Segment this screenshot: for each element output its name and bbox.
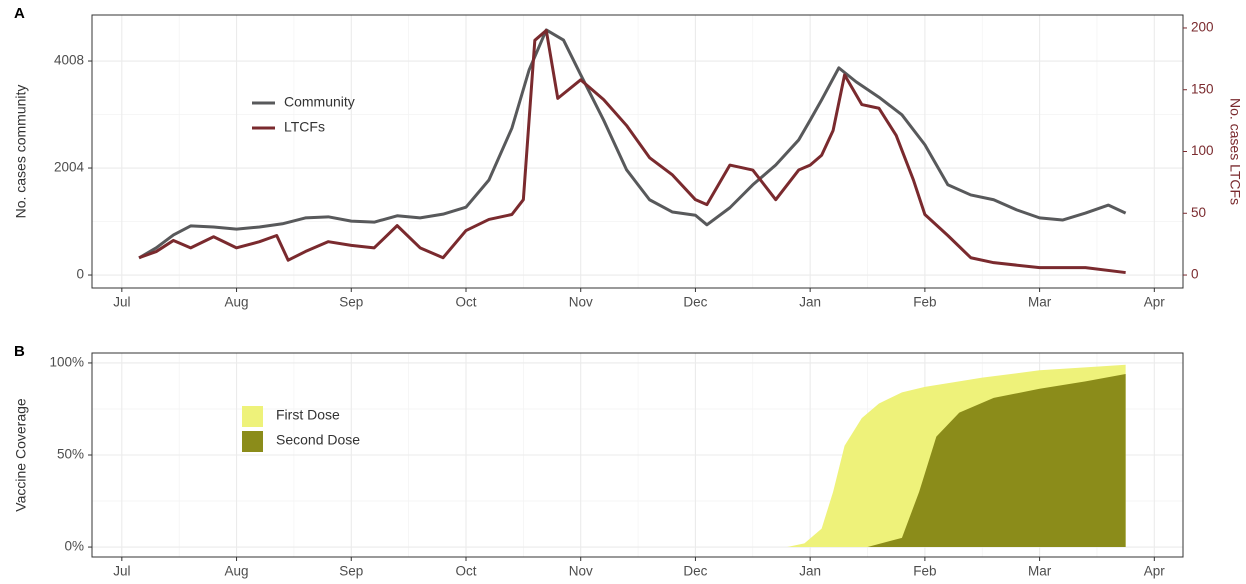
x-tick-label: Oct [455, 564, 476, 579]
y-axis-label: Vaccine Coverage [13, 398, 29, 512]
x-tick-label: Dec [683, 564, 707, 579]
panel-label: B [14, 343, 25, 360]
legend-swatch [242, 406, 263, 427]
legend-label: Community [284, 94, 355, 110]
x-tick-label: Dec [683, 295, 707, 310]
x-tick-label: Aug [225, 295, 249, 310]
line [138, 28, 1127, 260]
panel-label: A [14, 5, 25, 22]
y2-axis-label: No. cases LTCFs [1227, 98, 1243, 205]
x-tick-label: Jan [799, 295, 821, 310]
y2-tick-label: 200 [1191, 20, 1214, 35]
legend-swatch [242, 431, 263, 452]
y2-tick-label: 0 [1191, 267, 1199, 282]
x-tick-label: Aug [225, 564, 249, 579]
x-tick-label: Sep [339, 295, 363, 310]
line [138, 28, 1126, 275]
x-tick-label: Jul [113, 564, 130, 579]
x-tick-label: Oct [455, 295, 476, 310]
area [867, 373, 1126, 548]
y-tick-label: 4008 [54, 53, 84, 68]
x-tick-label: Jul [113, 295, 130, 310]
legend-label: First Dose [276, 407, 340, 423]
x-tick-label: Feb [913, 295, 936, 310]
x-tick-label: Feb [913, 564, 936, 579]
x-tick-label: Mar [1028, 564, 1052, 579]
y-axis-label: No. cases community [13, 85, 29, 219]
y-tick-label: 50% [57, 447, 84, 462]
x-tick-label: Sep [339, 564, 363, 579]
y-tick-label: 0% [64, 539, 84, 554]
x-tick-label: Mar [1028, 295, 1052, 310]
x-tick-label: Nov [569, 295, 593, 310]
x-tick-label: Apr [1144, 564, 1166, 579]
y-tick-label: 2004 [54, 160, 85, 175]
y-tick-label: 0 [76, 267, 84, 282]
x-tick-label: Nov [569, 564, 593, 579]
y2-tick-label: 150 [1191, 81, 1214, 96]
x-tick-label: Jan [799, 564, 821, 579]
y2-tick-label: 50 [1191, 205, 1206, 220]
plot-frame [91, 14, 1184, 289]
x-tick-label: Apr [1144, 295, 1166, 310]
legend-label: LTCFs [284, 119, 325, 135]
y-tick-label: 100% [49, 355, 84, 370]
legend-label: Second Dose [276, 432, 360, 448]
y2-tick-label: 100 [1191, 143, 1214, 158]
